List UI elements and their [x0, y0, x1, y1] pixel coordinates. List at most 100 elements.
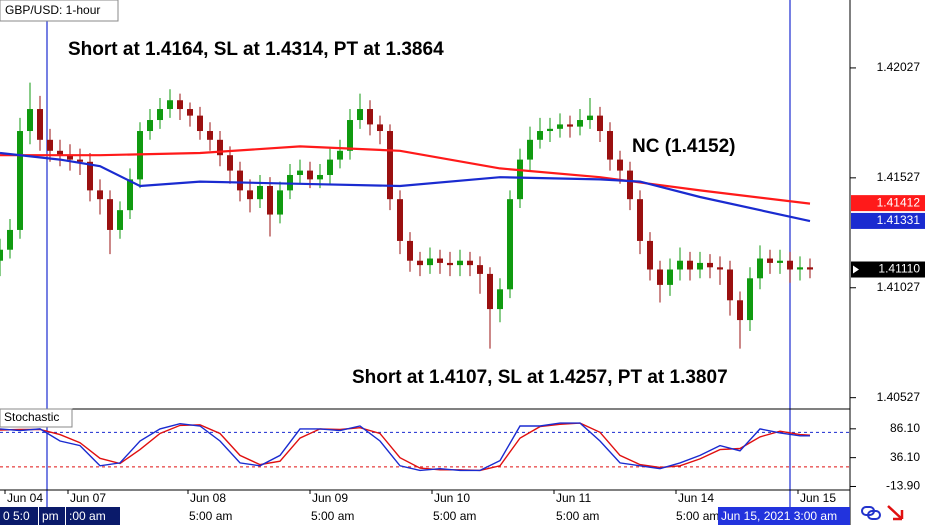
candle-body	[807, 267, 813, 270]
candle-body	[327, 159, 333, 175]
candle-body	[437, 258, 443, 263]
candle-body	[427, 258, 433, 266]
candle-body	[697, 262, 703, 270]
candle-body	[497, 289, 503, 310]
candle-body	[657, 269, 663, 285]
candle-body	[0, 249, 3, 261]
candle-body	[467, 260, 473, 266]
y-tick-label: 86.10	[890, 421, 920, 435]
time-label: 5:00 am	[311, 509, 354, 523]
x-tick-label: Jun 09	[312, 491, 348, 505]
candle-body	[507, 199, 513, 290]
candle-body	[477, 265, 483, 274]
candle-body	[267, 185, 273, 215]
chart-title: GBP/USD: 1-hour	[5, 3, 100, 17]
candle-body	[567, 124, 573, 127]
candle-body	[757, 258, 763, 279]
time-label-box	[718, 507, 850, 525]
candle-body	[447, 262, 453, 266]
candle-body	[357, 109, 363, 121]
candle-body	[177, 100, 183, 110]
candle-body	[227, 155, 233, 171]
candle-body	[187, 109, 193, 116]
candle-body	[87, 161, 93, 191]
candle-body	[397, 199, 403, 241]
candle-body	[417, 260, 423, 266]
candle-body	[297, 170, 303, 175]
candle-body	[537, 131, 543, 140]
annotation: NC (1.4152)	[632, 136, 736, 157]
candle-body	[647, 240, 653, 270]
candle-body	[77, 159, 83, 162]
candle-body	[307, 170, 313, 180]
candle-body	[587, 115, 593, 121]
candle-body	[597, 115, 603, 132]
candle-body	[517, 159, 523, 200]
stochastic-line	[0, 422, 811, 472]
candle-body	[547, 128, 553, 132]
arrow-icon[interactable]	[887, 505, 904, 521]
moving-average	[0, 151, 811, 223]
y-tick-label: 1.41527	[877, 170, 921, 184]
candle-body	[557, 124, 563, 129]
candle-body	[347, 120, 353, 151]
x-tick-label: Jun 11	[556, 491, 591, 505]
y-tick-label: 1.42027	[877, 60, 921, 74]
toolbar-icons[interactable]	[861, 505, 904, 521]
time-label: 5:00 am	[556, 509, 599, 523]
candle-body	[367, 109, 373, 125]
indicator-title: Stochastic	[4, 410, 59, 424]
candle-body	[637, 199, 643, 241]
plot-layer	[0, 0, 850, 508]
price-pointer	[853, 265, 859, 274]
candle-body	[487, 273, 493, 310]
x-tick-label: Jun 14	[678, 491, 714, 505]
candle-body	[167, 100, 173, 110]
candle-body	[7, 229, 13, 250]
candle-body	[277, 190, 283, 215]
candle-body	[107, 199, 113, 230]
candle-body	[337, 150, 343, 160]
y-tick-label: 1.40527	[877, 390, 921, 404]
y-tick-label: 1.41027	[877, 280, 921, 294]
candle-body	[687, 260, 693, 270]
annotation: Short at 1.4164, SL at 1.4314, PT at 1.3…	[68, 39, 444, 60]
candle-body	[157, 109, 163, 121]
candle-body	[677, 260, 683, 270]
candle-body	[257, 185, 263, 200]
candle-body	[317, 174, 323, 180]
candle-body	[247, 190, 253, 200]
candle-body	[407, 240, 413, 261]
y-tick-label: 36.10	[890, 450, 920, 464]
candle-body	[97, 190, 103, 200]
candle-body	[387, 131, 393, 200]
x-tick-label: Jun 04	[7, 491, 43, 505]
candle-body	[627, 170, 633, 200]
candle-body	[797, 267, 803, 270]
candle-body	[197, 115, 203, 132]
candle-body	[707, 262, 713, 268]
time-label-box	[0, 507, 38, 525]
time-label: 5:00 am	[676, 509, 719, 523]
time-label: Jun 15, 2021 3:00 am	[721, 509, 837, 523]
candle-body	[37, 109, 43, 140]
candle-body	[607, 131, 613, 160]
candle-body	[147, 120, 153, 132]
price-label-box	[851, 195, 925, 212]
candle-body	[117, 210, 123, 230]
stochastic-line	[0, 422, 810, 472]
indicator-title-box	[0, 408, 73, 428]
candle-body	[737, 300, 743, 321]
time-label: pm	[42, 509, 59, 523]
x-tick-label: Jun 10	[434, 491, 470, 505]
candle-body	[717, 267, 723, 270]
candle-body	[27, 109, 33, 132]
price-label: 1.41110	[878, 262, 920, 276]
candle-body	[767, 258, 773, 263]
time-label: :00 am	[69, 509, 106, 523]
candle-body	[727, 269, 733, 301]
candle-body	[17, 131, 23, 230]
link-icon[interactable]	[867, 510, 881, 520]
x-tick-label: Jun 15	[800, 491, 836, 505]
